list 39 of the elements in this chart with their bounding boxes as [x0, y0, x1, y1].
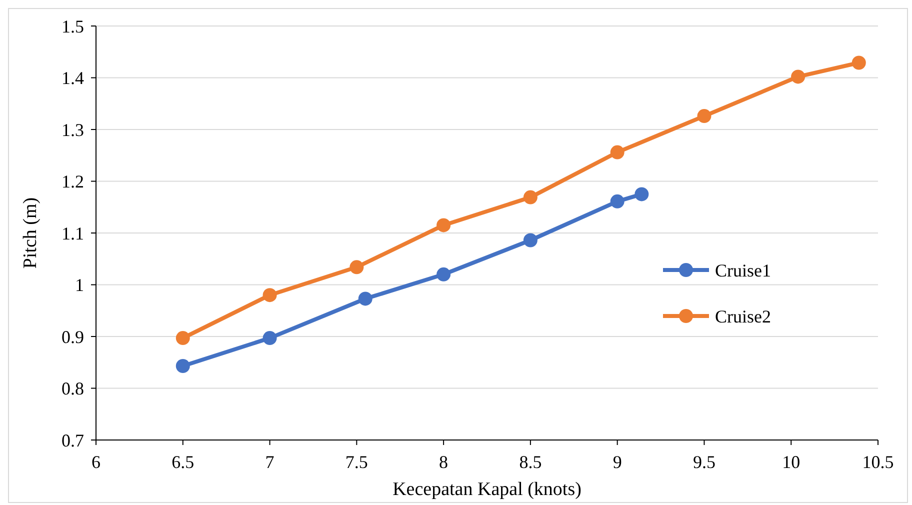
y-tick-label: 1	[75, 275, 84, 296]
x-tick-label: 8	[439, 452, 448, 472]
y-tick-label: 1.3	[62, 120, 84, 140]
y-tick-label: 1.2	[62, 172, 84, 192]
y-tick-label: 0.7	[62, 430, 84, 450]
point	[791, 70, 806, 84]
x-tick-label: 10	[782, 452, 800, 472]
point	[176, 331, 190, 346]
point	[634, 187, 649, 202]
x-tick-label: 9	[612, 452, 622, 472]
x-tick-label: 10.5	[862, 452, 894, 472]
point	[262, 331, 277, 346]
y-tick-label: 1.1	[62, 223, 84, 244]
point	[610, 145, 624, 160]
point	[697, 109, 712, 124]
point	[523, 233, 538, 248]
point	[176, 358, 190, 373]
point	[358, 292, 372, 306]
y-tick-label: 1.5	[62, 16, 84, 36]
point	[436, 267, 451, 282]
x-tick-label: 6	[92, 452, 100, 472]
y-tick-label: 0.9	[62, 326, 84, 347]
point	[436, 218, 451, 232]
x-axis-title: Kecepatan Kapal (knots)	[392, 479, 582, 500]
point	[262, 288, 277, 302]
y-tick-label: 1.4	[62, 68, 84, 88]
y-tick-label: 0.8	[62, 378, 84, 399]
legend-label: Cruise1	[715, 260, 771, 280]
x-tick-label: 6.5	[172, 452, 194, 472]
point	[610, 194, 624, 208]
y-axis-title: Pitch (m)	[20, 197, 41, 269]
x-tick-label: 9.5	[692, 452, 716, 472]
point	[523, 190, 538, 204]
x-tick-label: 8.5	[519, 452, 542, 472]
point	[350, 260, 364, 274]
point	[852, 56, 866, 70]
x-tick-label: 7	[265, 452, 274, 472]
x-tick-label: 7.5	[345, 452, 368, 472]
legend-label: Cruise2	[715, 306, 771, 326]
